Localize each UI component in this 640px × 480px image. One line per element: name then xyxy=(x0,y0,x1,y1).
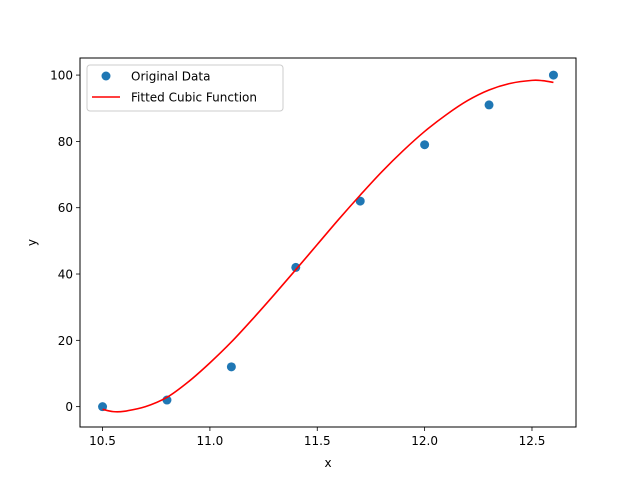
x-axis: 10.5 11.0 11.5 12.0 12.5 xyxy=(89,427,545,448)
x-tick-label: 12.5 xyxy=(519,434,546,448)
legend-label-original-data: Original Data xyxy=(131,70,210,84)
y-tick-label: 60 xyxy=(58,201,73,215)
x-tick-label: 10.5 xyxy=(89,434,116,448)
y-axis-label: y xyxy=(25,239,39,246)
data-point xyxy=(226,362,236,372)
legend-box xyxy=(86,64,284,112)
data-point xyxy=(291,262,301,272)
y-tick-label: 40 xyxy=(58,268,73,282)
y-tick-label: 0 xyxy=(65,400,73,414)
legend-label-fitted-cubic: Fitted Cubic Function xyxy=(131,91,257,105)
y-tick-label: 100 xyxy=(50,69,73,83)
fitted-cubic-line xyxy=(102,79,554,413)
data-point xyxy=(548,70,558,80)
x-tick-label: 12.0 xyxy=(411,434,438,448)
data-point xyxy=(98,402,108,412)
legend: Original Data Fitted Cubic Function xyxy=(86,64,284,112)
x-tick-label: 11.0 xyxy=(197,434,224,448)
data-point xyxy=(420,140,430,150)
plot-data xyxy=(98,70,558,413)
data-point xyxy=(484,100,494,110)
y-tick-label: 20 xyxy=(58,334,73,348)
legend-marker-original-data xyxy=(101,71,111,81)
y-axis: 0 20 40 60 80 100 xyxy=(50,69,80,414)
plot-area-frame xyxy=(79,57,577,428)
y-tick-label: 80 xyxy=(58,135,73,149)
data-point xyxy=(355,196,365,206)
x-axis-label: x xyxy=(324,456,331,470)
x-tick-label: 11.5 xyxy=(304,434,331,448)
